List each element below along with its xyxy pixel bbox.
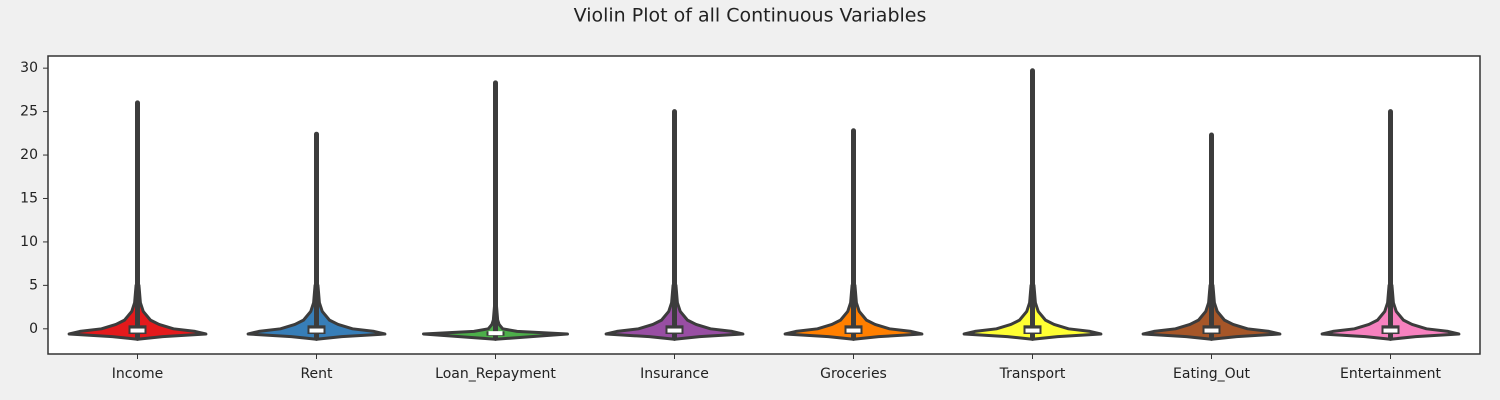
y-tick-label: 15	[20, 190, 38, 206]
y-tick-label: 10	[20, 234, 38, 250]
y-tick-label: 30	[20, 60, 38, 76]
x-tick-label: Eating_Out	[1173, 366, 1250, 382]
median-marker	[667, 328, 682, 333]
chart-title: Violin Plot of all Continuous Variables	[574, 5, 927, 27]
y-tick-label: 5	[29, 277, 38, 293]
x-tick-label: Rent	[300, 366, 333, 382]
x-tick-label: Groceries	[820, 366, 887, 382]
median-marker	[1025, 328, 1040, 333]
x-tick-label: Income	[112, 366, 164, 382]
median-marker	[309, 328, 324, 333]
x-tick-label: Transport	[999, 366, 1066, 382]
plot-area	[47, 55, 1481, 355]
x-tick-label: Loan_Repayment	[435, 366, 556, 382]
median-marker	[1383, 328, 1398, 333]
x-tick-label: Entertainment	[1340, 366, 1442, 382]
x-tick-label: Insurance	[640, 366, 709, 382]
y-tick-label: 25	[20, 104, 38, 120]
median-marker	[1204, 328, 1219, 333]
median-marker	[130, 328, 145, 333]
median-marker	[846, 328, 861, 333]
y-tick-label: 20	[20, 147, 38, 163]
median-marker	[488, 331, 503, 336]
y-tick-label: 0	[29, 321, 38, 337]
